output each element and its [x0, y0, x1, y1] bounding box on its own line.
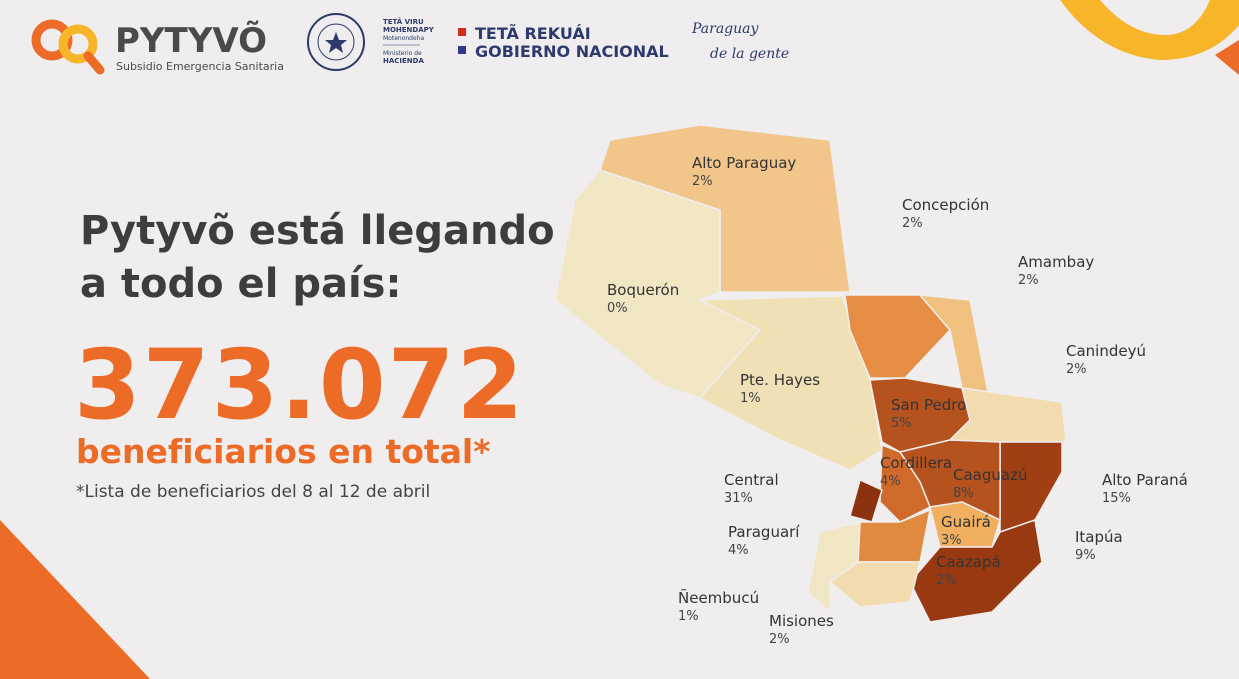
headline: Pytyvõ está llegando: [80, 208, 555, 254]
region-share: 9%: [1075, 548, 1096, 563]
region-name: Misiones: [769, 612, 834, 630]
region-share: 2%: [692, 174, 713, 189]
ministry-line: MOHENDAPY: [383, 26, 435, 34]
corner-logo: [1060, 0, 1239, 75]
region-name: Caazapá: [936, 553, 1001, 571]
region-name: Paraguarí: [728, 523, 800, 541]
region-name: Alto Paraná: [1102, 471, 1188, 489]
total: 373.072: [74, 329, 525, 441]
region-share: 31%: [724, 491, 753, 506]
logo-subtitle: Subsidio Emergencia Sanitaria: [116, 60, 284, 73]
region-labels: Alto Paraguay 2% Concepción 2% Amambay 2% Boqu…: [607, 154, 1188, 647]
ministry-line: HACIENDA: [383, 57, 424, 65]
region-name: Ñeembucú: [678, 588, 759, 607]
pytyvo-logo: [31, 19, 105, 75]
region-name: Concepción: [902, 196, 989, 214]
region-share: 4%: [880, 474, 901, 489]
slogan-line: Paraguay: [691, 21, 760, 37]
region-share: 15%: [1102, 491, 1131, 506]
region-name: Cordillera: [880, 454, 952, 472]
region-share: 5%: [891, 416, 912, 431]
region-name: San Pedro: [891, 396, 966, 414]
gov-line: GOBIERNO NACIONAL: [475, 42, 669, 61]
gov-line: TETÃ REKUÁI: [475, 24, 591, 43]
region-share: 2%: [902, 216, 923, 231]
region-share: 2%: [1066, 362, 1087, 377]
ministry-line: TETÃ VIRU: [383, 17, 424, 26]
headline: a todo el país:: [80, 261, 401, 307]
region-share: 4%: [728, 543, 749, 558]
ministry-line: Ministerio de: [383, 50, 422, 57]
region-share: 2%: [936, 573, 957, 588]
region-name: Pte. Hayes: [740, 371, 820, 389]
map: [554, 124, 1067, 623]
footnote: *Lista de beneficiarios del 8 al 12 de a…: [76, 482, 430, 502]
region-share: 0%: [607, 301, 628, 316]
region-share: 2%: [1018, 273, 1039, 288]
region-share: 8%: [953, 486, 974, 501]
region-share: 1%: [740, 391, 761, 406]
corner-triangle: [0, 520, 150, 679]
logo-title: PYTYVÕ: [115, 20, 267, 61]
region-share: 2%: [769, 632, 790, 647]
seal: [307, 13, 365, 71]
region-name: Guairá: [941, 513, 991, 531]
slogan-line: de la gente: [710, 46, 789, 62]
region-share: 3%: [941, 533, 962, 548]
region-name: Boquerón: [607, 281, 679, 299]
region-name: Central: [724, 471, 779, 489]
region-name: Itapúa: [1075, 528, 1123, 546]
region-name: Amambay: [1018, 253, 1094, 271]
total-label: beneficiarios en total*: [76, 432, 491, 471]
region-name: Caaguazú: [953, 466, 1027, 484]
region-name: Canindeyú: [1066, 342, 1146, 360]
ministry-line: Motenondeha: [383, 35, 424, 42]
region-name: Alto Paraguay: [692, 154, 796, 172]
region-share: 1%: [678, 609, 699, 624]
